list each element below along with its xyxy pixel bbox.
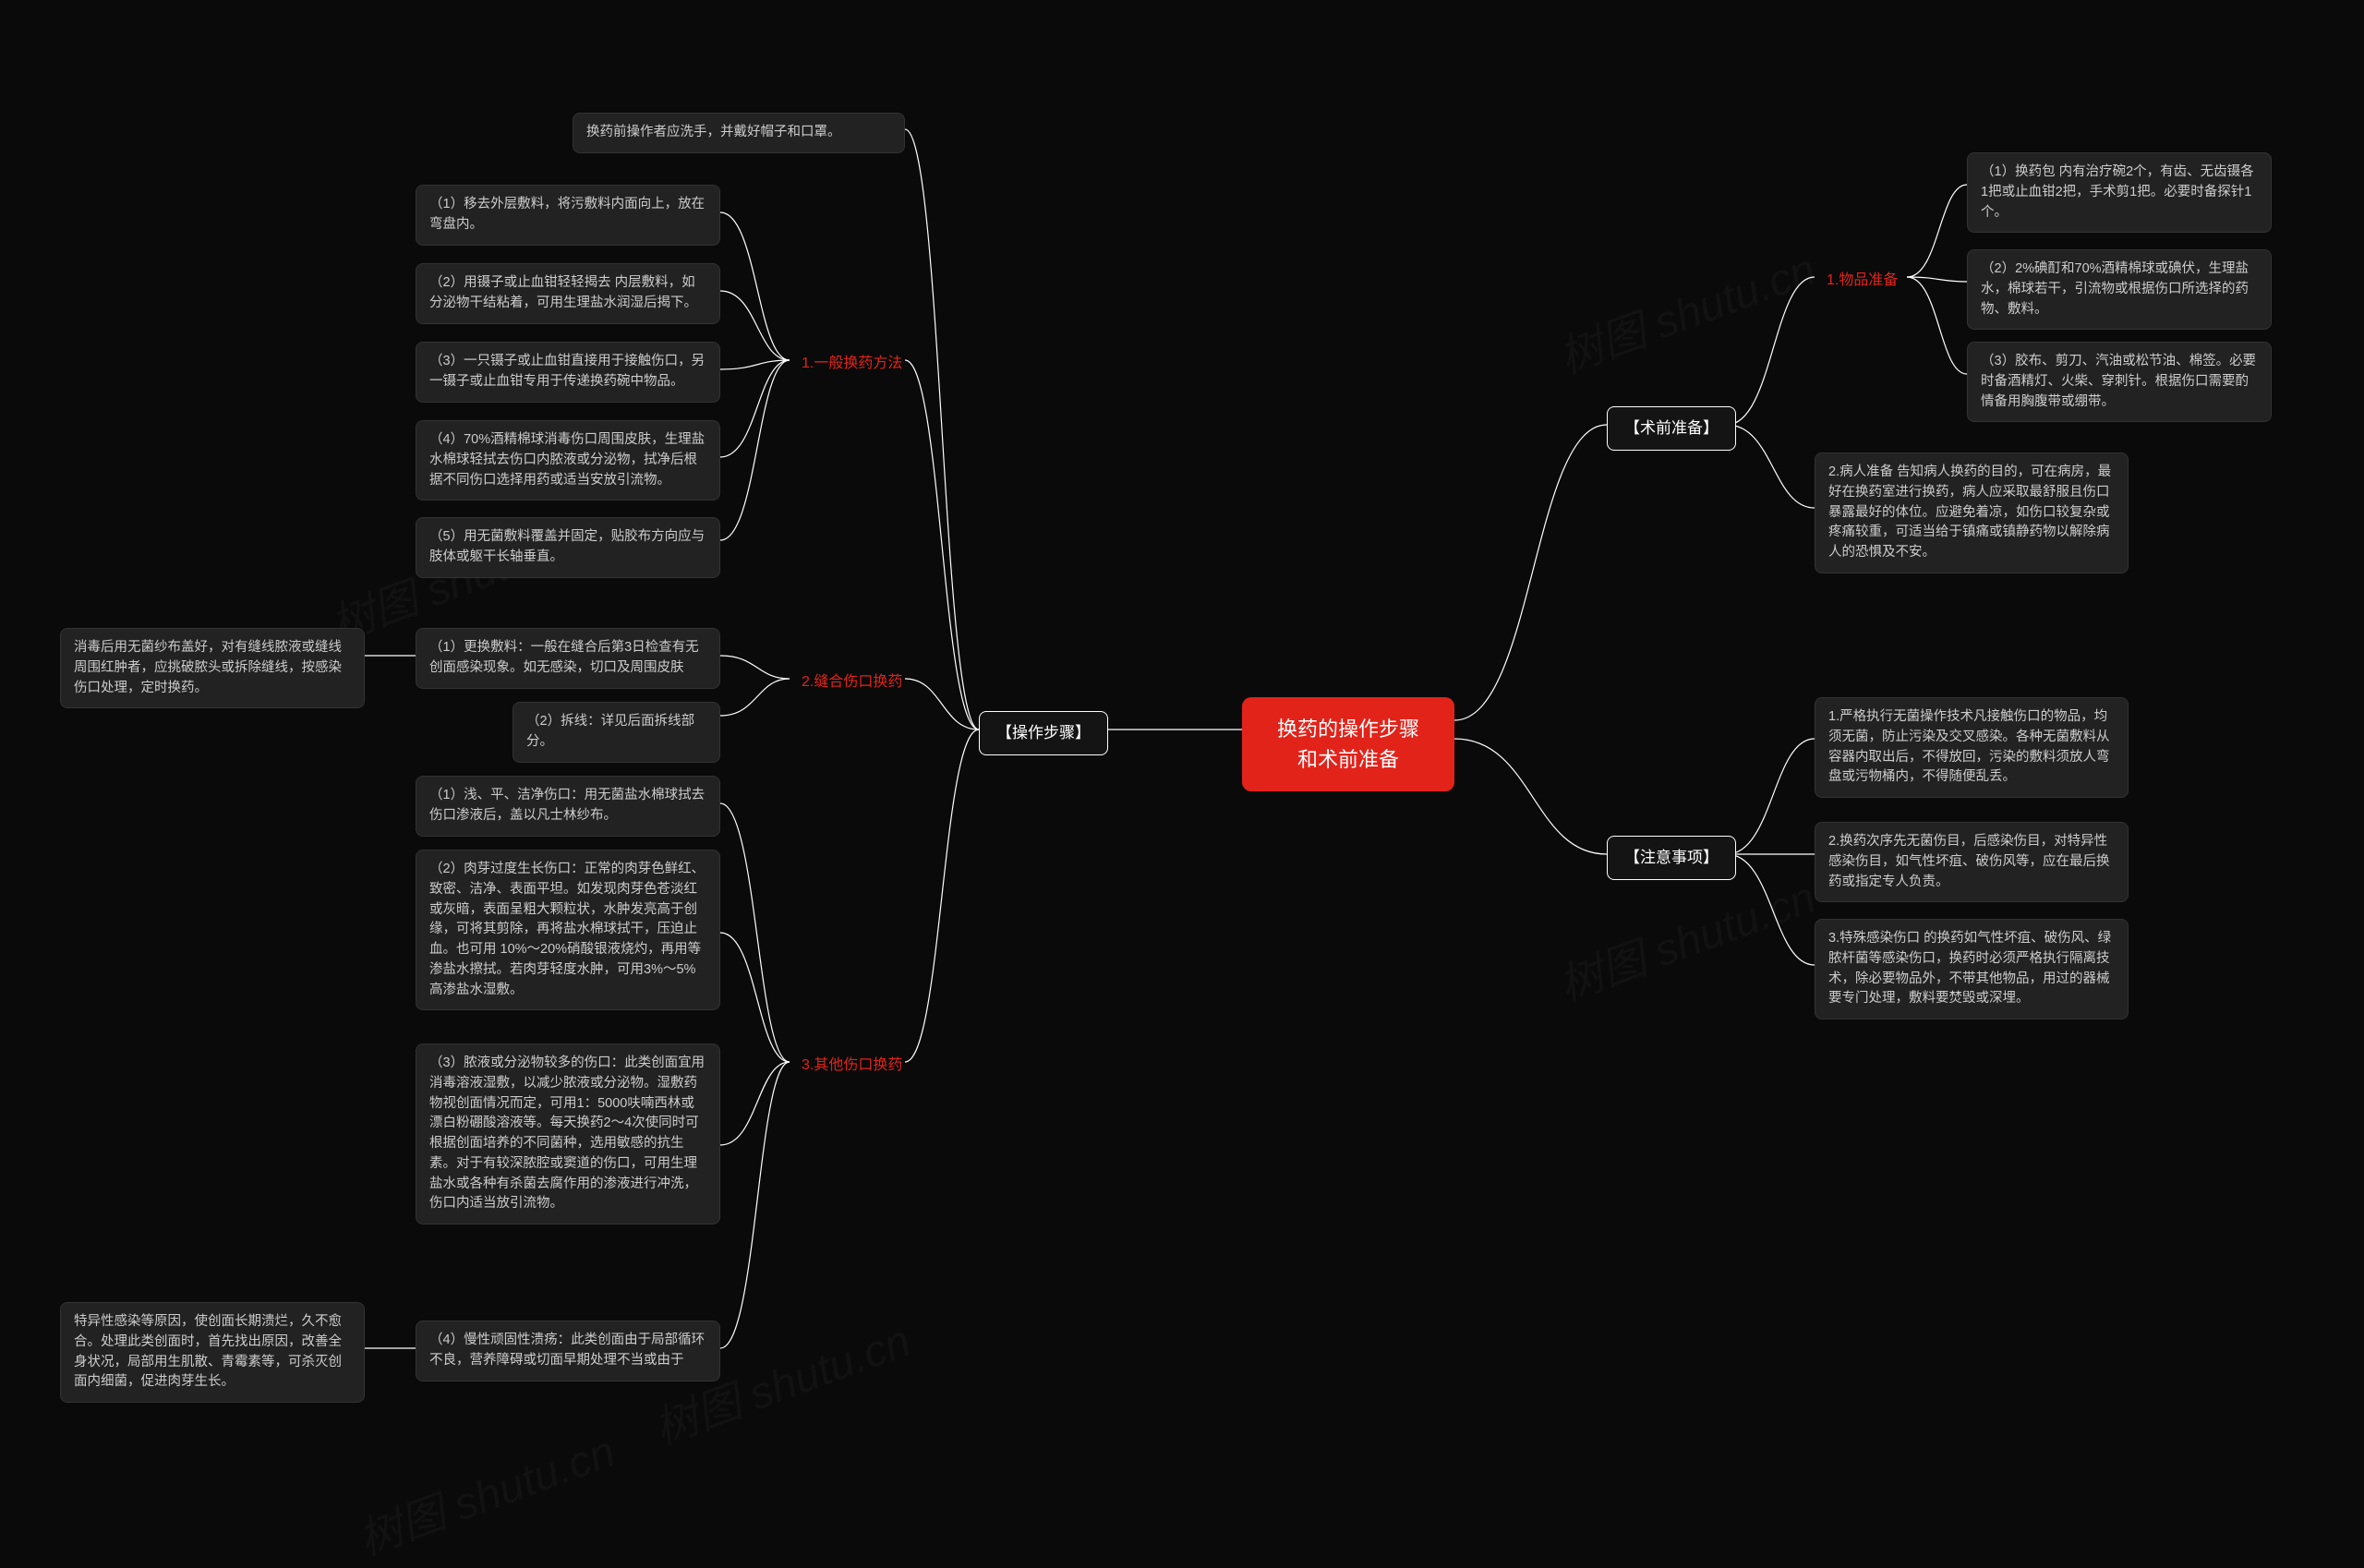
branch-note[interactable]: 【注意事项】 xyxy=(1607,836,1736,880)
branch-prep[interactable]: 【术前准备】 xyxy=(1607,406,1736,451)
leaf-ops3-4: （4）慢性顽固性溃疡：此类创面由于局部循环不良，营养障碍或切面早期处理不当或由于 xyxy=(416,1321,720,1381)
sub-ops1[interactable]: 1.一般换药方法 xyxy=(794,349,910,379)
leaf-ops1-4: （4）70%酒精棉球消毒伤口周围皮肤，生理盐水棉球轻拭去伤口内脓液或分泌物，拭净… xyxy=(416,420,720,501)
watermark: 树图 shutu.cn xyxy=(1549,861,1823,1013)
leaf-ops2-2: （2）拆线：详见后面拆线部分。 xyxy=(513,702,720,763)
leaf-ops1-1: （1）移去外层敷料，将污敷料内面向上，放在弯盘内。 xyxy=(416,185,720,246)
leaf-ops1-3: （3）一只镊子或止血钳直接用于接触伤口，另一镊子或止血钳专用于传递换药碗中物品。 xyxy=(416,342,720,403)
leaf-ops2-1ext: 消毒后用无菌纱布盖好，对有缝线脓液或缝线周围红肿者，应挑破脓头或拆除缝线，按感染… xyxy=(60,628,365,708)
leaf-prep1-3: （3）胶布、剪刀、汽油或松节油、棉签。必要时备酒精灯、火柴、穿刺针。根据伤口需要… xyxy=(1967,342,2272,422)
sub-ops3[interactable]: 3.其他伤口换药 xyxy=(794,1051,910,1080)
leaf-note2: 2.换药次序先无菌伤目，后感染伤目，对特异性感染伤目，如气性坏疽、破伤风等，应在… xyxy=(1815,822,2129,902)
leaf-ops3-2: （2）肉芽过度生长伤口：正常的肉芽色鲜红、致密、洁净、表面平坦。如发现肉芽色苍淡… xyxy=(416,850,720,1010)
leaf-prep1-2: （2）2%碘酊和70%酒精棉球或碘伏，生理盐水，棉球若干，引流物或根据伤口所选择… xyxy=(1967,249,2272,330)
leaf-note3: 3.特殊感染伤口 的换药如气性坏疽、破伤风、绿脓杆菌等感染伤口，换药时必须严格执… xyxy=(1815,919,2129,1019)
leaf-ops-hand: 换药前操作者应洗手，并戴好帽子和口罩。 xyxy=(573,113,905,153)
sub-prep1[interactable]: 1.物品准备 xyxy=(1819,266,1905,296)
leaf-prep2: 2.病人准备 告知病人换药的目的，可在病房，最好在换药室进行换药，病人应采取最舒… xyxy=(1815,452,2129,573)
branch-ops[interactable]: 【操作步骤】 xyxy=(979,711,1108,755)
root-node[interactable]: 换药的操作步骤和术前准备 xyxy=(1242,697,1454,791)
watermark: 树图 shutu.cn xyxy=(1549,233,1823,385)
leaf-ops2-1: （1）更换敷料：一般在缝合后第3日检查有无创面感染现象。如无感染，切口及周围皮肤 xyxy=(416,628,720,689)
leaf-note1: 1.严格执行无菌操作技术凡接触伤口的物品，均须无菌，防止污染及交叉感染。各种无菌… xyxy=(1815,697,2129,798)
leaf-ops1-2: （2）用镊子或止血钳轻轻揭去 内层敷料，如分泌物干结粘着，可用生理盐水润湿后揭下… xyxy=(416,263,720,324)
leaf-ops3-1: （1）浅、平、洁净伤口：用无菌盐水棉球拭去伤口渗液后，盖以凡士林纱布。 xyxy=(416,776,720,837)
watermark: 树图 shutu.cn xyxy=(348,1415,622,1567)
leaf-ops3-4ext: 特异性感染等原因，使创面长期溃烂，久不愈合。处理此类创面时，首先找出原因，改善全… xyxy=(60,1302,365,1403)
leaf-ops3-3: （3）脓液或分泌物较多的伤口：此类创面宜用消毒溶液湿敷，以减少脓液或分泌物。湿敷… xyxy=(416,1043,720,1224)
sub-ops2[interactable]: 2.缝合伤口换药 xyxy=(794,668,910,697)
leaf-prep1-1: （1）换药包 内有治疗碗2个，有齿、无齿镊各1把或止血钳2把，手术剪1把。必要时… xyxy=(1967,152,2272,233)
leaf-ops1-5: （5）用无菌敷料覆盖并固定，贴胶布方向应与肢体或躯干长轴垂直。 xyxy=(416,517,720,578)
